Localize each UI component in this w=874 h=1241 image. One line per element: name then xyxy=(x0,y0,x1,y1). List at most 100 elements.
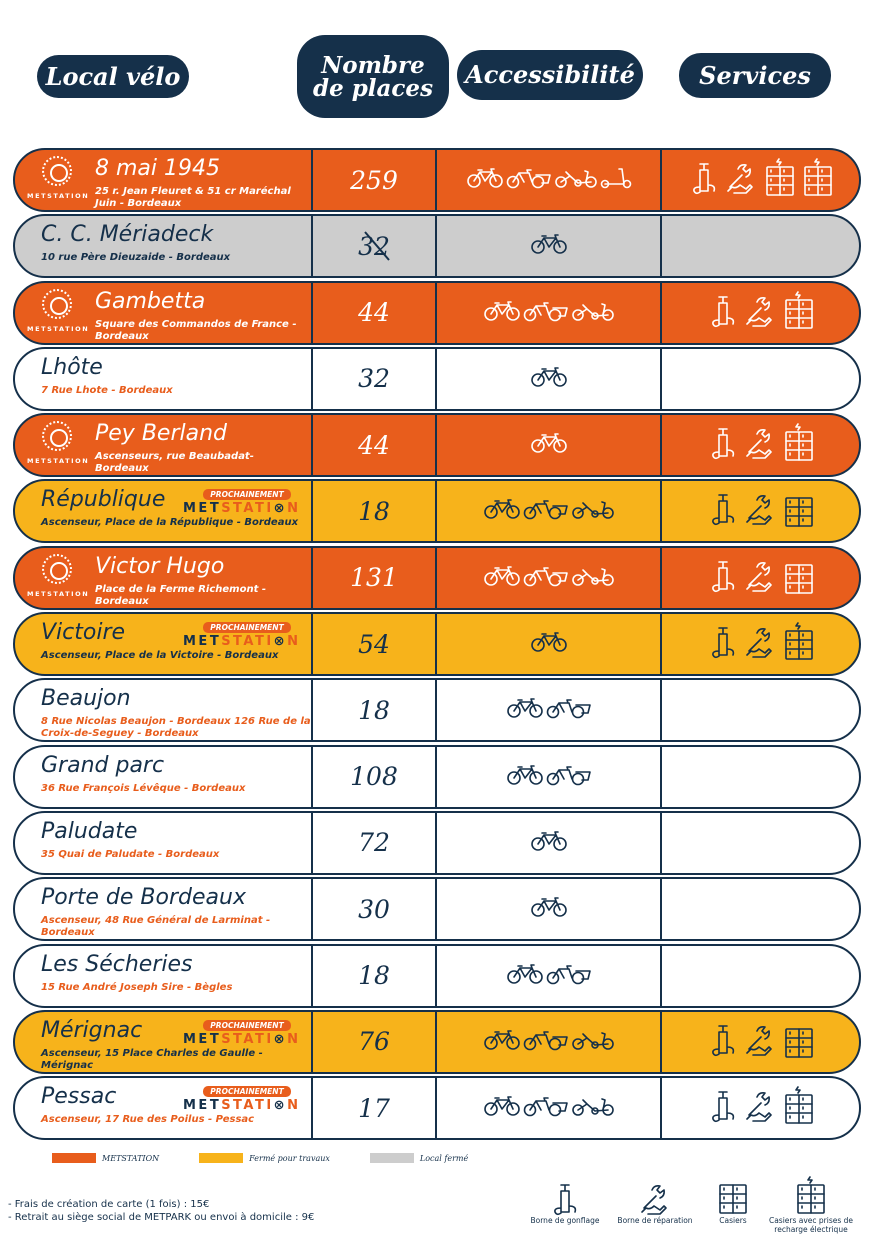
legend-label: Local fermé xyxy=(419,1153,469,1163)
legend-label: Fermé pour travaux xyxy=(249,1153,330,1163)
column-divider xyxy=(660,348,662,409)
accessibility-icons xyxy=(437,879,660,939)
column-divider xyxy=(311,812,313,873)
station-address: 10 rue Père Dieuzaide - Bordeaux xyxy=(41,252,231,264)
prochainement-metstation-badge: PROCHAINEMENT METSTATI⊗N xyxy=(183,489,303,516)
places-count: 32 xyxy=(358,364,390,394)
column-divider xyxy=(311,150,313,210)
bike-icon xyxy=(530,631,568,657)
column-divider xyxy=(435,812,437,873)
trike-icon xyxy=(571,498,615,524)
repair-icon xyxy=(743,1023,777,1061)
lockers-elec-icon xyxy=(783,290,815,335)
station-name: Victoire xyxy=(41,620,126,646)
service-icons xyxy=(662,1012,859,1072)
prochainement-tag: PROCHAINEMENT xyxy=(203,1086,291,1098)
service-icons xyxy=(662,548,859,608)
column-divider xyxy=(435,481,437,542)
legend-swatch xyxy=(52,1153,96,1163)
station-address: 25 r. Jean Fleuret & 51 cr Maréchal Juin… xyxy=(95,186,291,209)
station-name: Grand parc xyxy=(41,752,165,778)
column-divider xyxy=(311,348,313,409)
service-legend-label: Casiers xyxy=(719,1216,747,1225)
station-address: Ascenseur, Place de la République - Bord… xyxy=(41,517,299,529)
trike-icon xyxy=(571,1095,615,1121)
station-name: République xyxy=(41,487,166,513)
lockers-icon xyxy=(703,1180,763,1216)
header-accessibilite: Accessibilité xyxy=(457,50,643,100)
column-divider xyxy=(311,879,313,940)
cargo-icon xyxy=(546,764,592,790)
column-divider xyxy=(311,614,313,675)
column-divider xyxy=(660,812,662,873)
accessibility-icons xyxy=(437,216,660,276)
bike-icon xyxy=(530,432,568,458)
column-divider xyxy=(660,614,662,675)
column-divider xyxy=(660,879,662,940)
station-address: Ascenseur, 17 Rue des Poilus - Pessac xyxy=(41,1114,255,1126)
cargo-icon xyxy=(523,300,569,326)
column-divider xyxy=(311,1078,313,1139)
legend-swatch xyxy=(369,1153,414,1163)
cargo-icon xyxy=(546,697,592,723)
station-address: 15 Rue André Joseph Sire - Bègles xyxy=(41,981,233,993)
cargo-icon xyxy=(523,498,569,524)
trike-icon xyxy=(554,167,598,193)
repair-icon xyxy=(743,625,777,663)
column-divider xyxy=(660,945,662,1006)
places-count: 44 xyxy=(358,430,390,460)
service-icons xyxy=(662,150,859,210)
accessibility-icons xyxy=(437,548,660,608)
station-name: Pessac xyxy=(41,1084,117,1110)
cargo-icon xyxy=(546,963,592,989)
metstation-logo: METSTATION xyxy=(27,419,88,473)
accessibility-icons xyxy=(437,150,660,210)
accessibility-icons xyxy=(437,946,660,1006)
service-icons xyxy=(662,879,859,939)
bike-icon xyxy=(483,1095,521,1121)
column-divider xyxy=(311,415,313,476)
cargo-icon xyxy=(506,167,552,193)
places-count: 108 xyxy=(350,762,398,792)
pump-icon xyxy=(709,492,737,530)
lockers-elec-icon xyxy=(783,1086,815,1130)
pump-icon xyxy=(525,1180,605,1216)
gear-icon: ⊗ xyxy=(273,634,288,650)
station-name: C. C. Mériadeck xyxy=(41,222,214,248)
column-divider xyxy=(660,282,662,343)
column-divider xyxy=(435,150,437,210)
repair-icon xyxy=(743,559,777,597)
service-icons xyxy=(662,481,859,541)
station-row: C. C. Mériadeck 10 rue Père Dieuzaide - B… xyxy=(13,214,861,279)
bike-icon xyxy=(466,167,504,193)
service-legend-item: Borne de réparation xyxy=(610,1180,700,1225)
column-divider xyxy=(435,547,437,608)
station-name: 8 mai 1945 xyxy=(95,156,220,181)
note-card-fee: - Frais de création de carte (1 fois) : … xyxy=(8,1199,210,1210)
bike-icon xyxy=(483,565,521,591)
station-row: Les Sécheries 15 Rue André Joseph Sire - … xyxy=(13,943,861,1008)
trike-icon xyxy=(571,565,615,591)
header-services: Services xyxy=(679,53,831,98)
station-name: Paludate xyxy=(41,818,138,844)
station-row: Lhôte 7 Rue Lhote - Bordeaux 32 xyxy=(13,346,861,411)
repair-icon xyxy=(724,161,758,199)
station-address: Ascenseurs, rue Beaubadat- Bordeaux xyxy=(95,451,254,475)
places-count: 32 xyxy=(313,216,435,276)
metstation-brand: METSTATI⊗N xyxy=(183,634,301,650)
pump-icon xyxy=(709,559,737,597)
station-row: Mérignac Ascenseur, 15 Place Charles de G… xyxy=(13,1009,861,1074)
places-count: 30 xyxy=(358,894,390,924)
metstation-brand: METSTATI⊗N xyxy=(183,501,301,517)
accessibility-icons xyxy=(437,349,660,409)
station-row: Paludate 35 Quai de Paludate - Bordeaux 72 xyxy=(13,810,861,875)
column-divider xyxy=(311,1011,313,1072)
places-count: 259 xyxy=(350,165,398,195)
column-divider xyxy=(660,680,662,741)
prochainement-tag: PROCHAINEMENT xyxy=(203,1019,291,1031)
column-divider xyxy=(311,746,313,807)
station-row: Grand parc 36 Rue François Lévêque - Bord… xyxy=(13,744,861,809)
places-count: 72 xyxy=(358,828,390,858)
station-row: Pessac Ascenseur, 17 Rue des Poilus - Pes… xyxy=(13,1076,861,1141)
column-divider xyxy=(660,1011,662,1072)
